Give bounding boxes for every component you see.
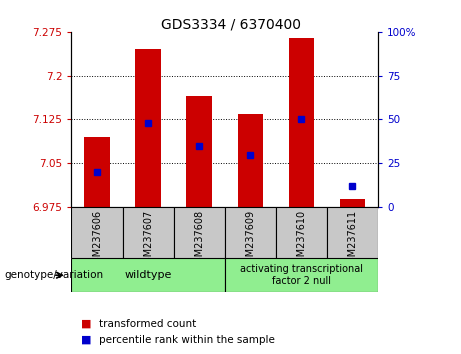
- Bar: [225, 207, 276, 258]
- Bar: [71, 258, 225, 292]
- Text: GDS3334 / 6370400: GDS3334 / 6370400: [160, 18, 301, 32]
- Text: GSM237606: GSM237606: [92, 210, 102, 269]
- Text: GSM237608: GSM237608: [194, 210, 204, 269]
- Bar: [289, 38, 314, 207]
- Text: genotype/variation: genotype/variation: [5, 270, 104, 280]
- Bar: [84, 137, 110, 207]
- Text: wildtype: wildtype: [124, 270, 172, 280]
- Text: ■: ■: [81, 319, 91, 329]
- Bar: [327, 207, 378, 258]
- Bar: [237, 114, 263, 207]
- Bar: [186, 96, 212, 207]
- Bar: [136, 50, 161, 207]
- Bar: [174, 207, 225, 258]
- Bar: [225, 258, 378, 292]
- Text: GSM237610: GSM237610: [296, 210, 307, 269]
- Text: GSM237607: GSM237607: [143, 210, 153, 269]
- Text: GSM237609: GSM237609: [245, 210, 255, 269]
- Text: percentile rank within the sample: percentile rank within the sample: [99, 335, 275, 345]
- Text: GSM237611: GSM237611: [348, 210, 357, 269]
- Bar: [276, 207, 327, 258]
- Text: ■: ■: [81, 335, 91, 345]
- Text: transformed count: transformed count: [99, 319, 196, 329]
- Bar: [340, 200, 365, 207]
- Bar: [71, 207, 123, 258]
- Bar: [123, 207, 174, 258]
- Text: activating transcriptional
factor 2 null: activating transcriptional factor 2 null: [240, 264, 363, 286]
